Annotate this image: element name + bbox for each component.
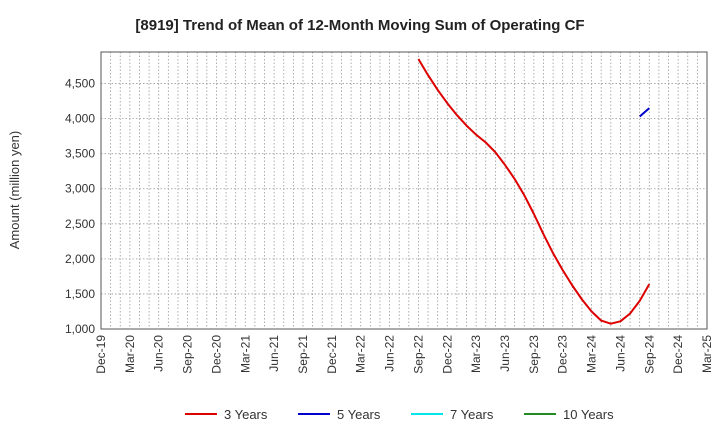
x-tick-label: Mar-22 — [354, 335, 368, 373]
x-tick-label: Mar-24 — [585, 335, 599, 373]
series-line-3-years — [417, 58, 651, 325]
x-tick-label: Sep-20 — [181, 335, 195, 374]
x-tick-label: Dec-19 — [94, 335, 108, 374]
x-tick-label: Dec-21 — [325, 335, 339, 374]
x-tick-label: Mar-21 — [238, 335, 252, 373]
x-tick-label: Sep-21 — [296, 335, 310, 374]
plot-frame — [100, 51, 708, 330]
y-tick-label: 4,500 — [65, 77, 95, 91]
legend-label: 5 Years — [337, 407, 381, 422]
legend-label: 10 Years — [563, 407, 614, 422]
x-tick-label: Jun-22 — [383, 335, 397, 372]
x-tick-label: Mar-20 — [123, 335, 137, 373]
x-tick-label: Mar-23 — [469, 335, 483, 373]
x-tick-label: Sep-24 — [642, 335, 656, 374]
legend-label: 3 Years — [224, 407, 268, 422]
plot-background — [101, 52, 707, 329]
y-tick-label: 4,000 — [65, 112, 95, 126]
x-tick-label: Jun-24 — [613, 335, 627, 372]
chart-title: [8919] Trend of Mean of 12-Month Moving … — [135, 17, 584, 34]
y-tick-label: 1,000 — [65, 322, 95, 336]
plot-area: 1,000 1,500 2,000 2,500 3,000 3,500 4,000 4,500… — [65, 51, 714, 374]
y-tick-label: 3,500 — [65, 147, 95, 161]
x-tick-label: Dec-24 — [671, 335, 685, 374]
y-tick-label: 2,500 — [65, 217, 95, 231]
x-tick-label: Jun-21 — [267, 335, 281, 372]
x-tick-label: Dec-23 — [556, 335, 570, 374]
y-axis-label: Amount (million yen) — [7, 131, 22, 250]
x-tick-label: Jun-20 — [152, 335, 166, 372]
legend: 3 Years 5 Years 7 Years 10 Years — [185, 407, 614, 422]
y-tick-label: 2,000 — [65, 252, 95, 266]
legend-label: 7 Years — [450, 407, 494, 422]
series-line-5-years — [639, 107, 650, 118]
x-tick-label: Dec-22 — [440, 335, 454, 374]
x-tick-label: Sep-23 — [527, 335, 541, 374]
x-tick-label: Sep-22 — [411, 335, 425, 374]
x-tick-label: Dec-20 — [209, 335, 223, 374]
x-tick-label: Mar-25 — [700, 335, 714, 373]
x-tick-label: Jun-23 — [498, 335, 512, 372]
y-tick-label: 3,000 — [65, 182, 95, 196]
y-tick-label: 1,500 — [65, 287, 95, 301]
